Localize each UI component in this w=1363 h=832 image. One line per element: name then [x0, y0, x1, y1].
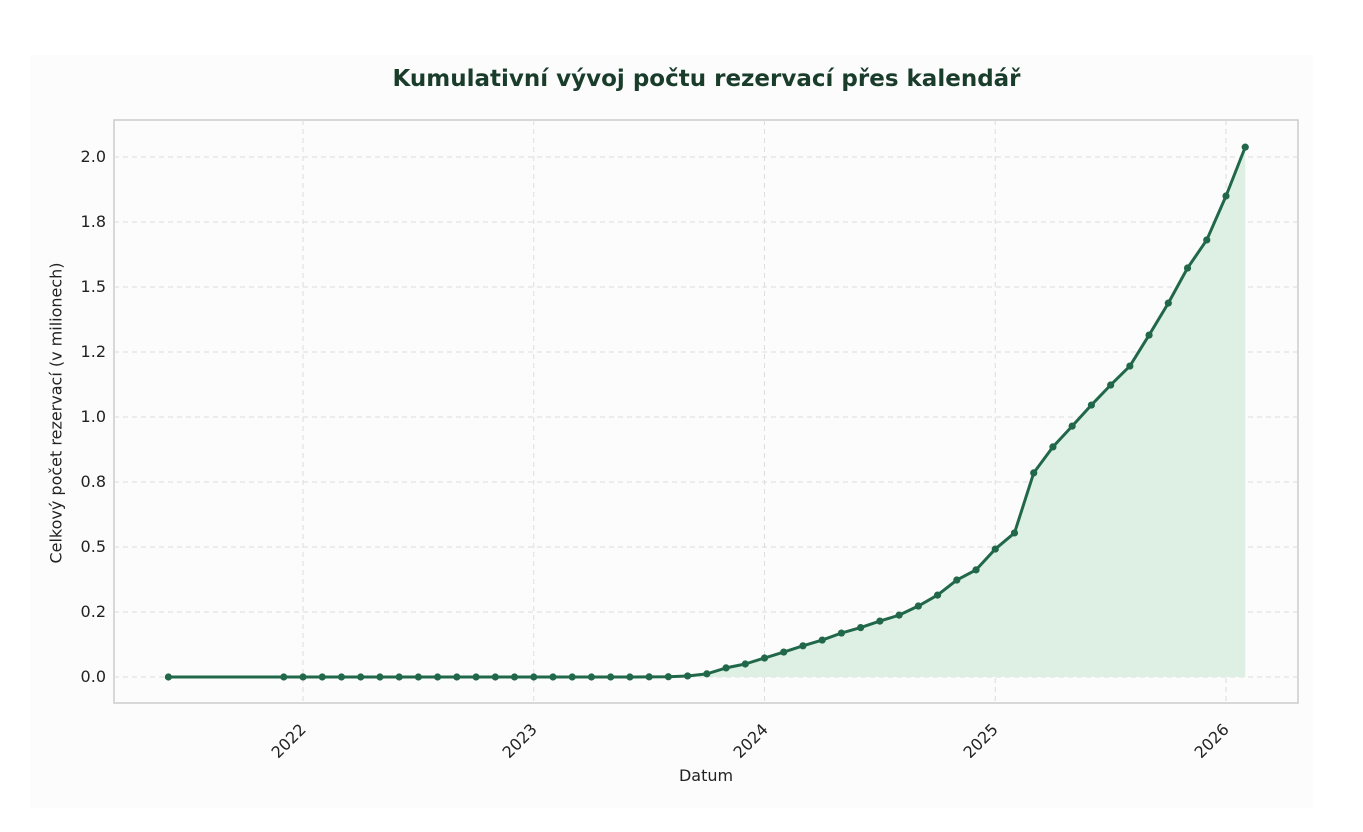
data-point — [1030, 469, 1038, 477]
data-point — [1183, 264, 1192, 272]
data-point — [414, 673, 422, 681]
data-point — [799, 642, 807, 650]
data-point — [857, 624, 865, 632]
data-point — [530, 673, 538, 681]
data-point — [895, 611, 903, 619]
data-point — [1164, 299, 1172, 307]
data-point — [972, 566, 980, 574]
data-point — [953, 576, 961, 584]
y-tick-label: 1.0 — [80, 407, 106, 426]
data-point — [1049, 443, 1057, 451]
data-point — [1145, 331, 1153, 339]
data-point — [837, 629, 846, 637]
data-point — [818, 636, 826, 644]
data-point — [760, 654, 769, 662]
x-axis-label: Datum — [678, 766, 734, 785]
data-point — [664, 673, 672, 681]
chart-title: Kumulativní vývoj počtu rezervací přes k… — [392, 66, 1021, 92]
data-point — [568, 673, 576, 681]
data-point — [876, 617, 884, 625]
data-point — [741, 660, 749, 668]
data-point — [703, 670, 711, 678]
y-tick-label: 0.0 — [80, 667, 106, 686]
y-tick-label: 1.2 — [80, 342, 106, 361]
data-point — [357, 673, 365, 681]
y-tick-label: 0.8 — [80, 472, 106, 491]
data-point — [434, 673, 442, 681]
area-fill — [168, 147, 1246, 677]
series-line — [168, 146, 1247, 679]
data-point — [1087, 401, 1095, 409]
data-point — [491, 673, 499, 681]
data-point — [164, 673, 172, 681]
data-point — [337, 673, 346, 681]
data-point — [549, 673, 557, 681]
data-point — [933, 591, 942, 599]
data-point — [280, 673, 288, 681]
data-point — [376, 673, 384, 681]
data-point — [472, 673, 480, 681]
data-point — [1068, 422, 1076, 430]
data-point — [722, 664, 730, 672]
y-tick-label: 1.5 — [80, 277, 106, 296]
y-tick-label: 0.5 — [80, 537, 106, 556]
data-point — [914, 602, 922, 610]
y-tick-label: 0.2 — [80, 602, 106, 621]
data-point — [587, 673, 596, 681]
data-point — [991, 545, 999, 553]
data-point — [1203, 236, 1211, 244]
data-point — [299, 673, 307, 681]
data-point — [1126, 362, 1134, 370]
data-point — [1107, 381, 1115, 389]
data-point — [683, 672, 692, 680]
data-point — [318, 673, 326, 681]
data-point — [1241, 143, 1249, 151]
data-point — [607, 673, 615, 681]
data-point — [780, 648, 788, 656]
data-point — [395, 673, 403, 681]
data-point — [510, 673, 519, 681]
data-point — [1222, 192, 1230, 200]
y-tick-label: 1.8 — [80, 212, 106, 231]
y-tick-label: 2.0 — [80, 147, 106, 166]
data-point — [1010, 529, 1019, 537]
data-point — [626, 673, 634, 681]
data-point — [645, 673, 653, 681]
data-point — [453, 673, 461, 681]
